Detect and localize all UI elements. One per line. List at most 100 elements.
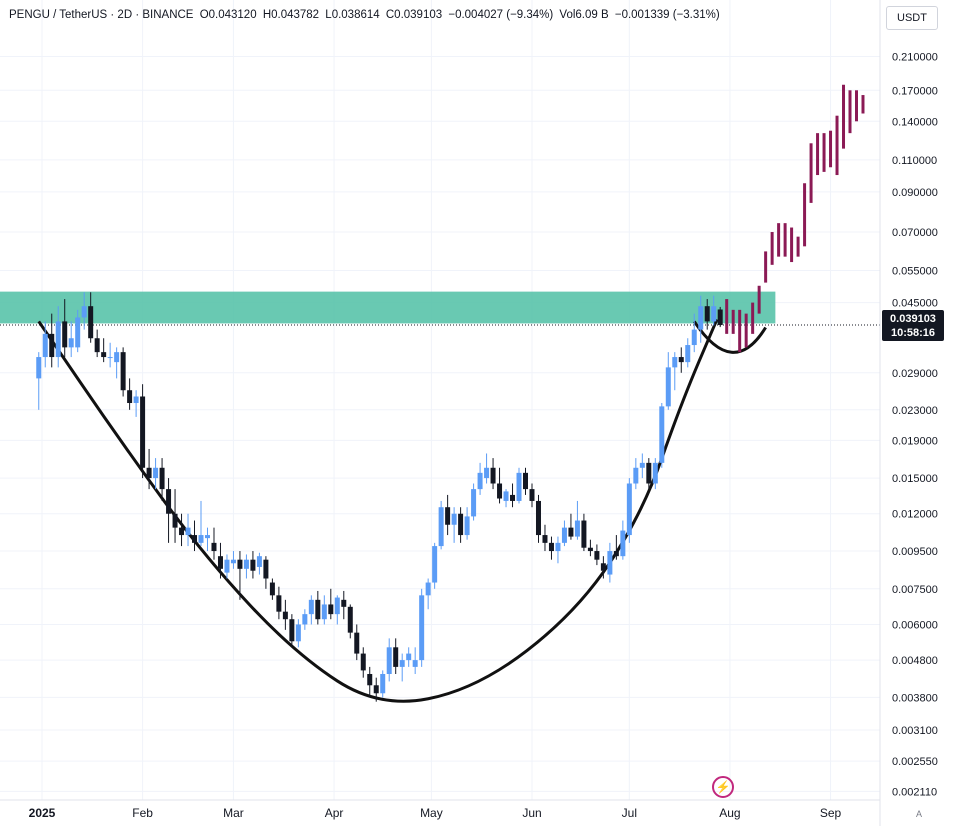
candle-body [289,619,295,642]
price-tick-label: 0.023000 [892,405,938,417]
candle-body [587,547,593,552]
time-axis[interactable]: 2025 Feb Mar Apr May Jun Jul Aug Sep [0,799,880,820]
ohlc-open: O0.043120 [199,9,257,21]
candle-body [367,673,373,686]
price-tick-label: 0.019000 [892,435,938,447]
candle-body [451,513,457,525]
price-tick-label: 0.210000 [892,52,938,64]
time-tick-label: Mar [223,806,244,820]
time-tick-label: Apr [325,806,344,820]
candle-body [510,494,516,501]
candle-body [484,467,490,479]
lightning-icon[interactable]: ⚡ [712,776,734,798]
candle-body [133,396,139,404]
candle-body [101,352,107,358]
price-tick-label: 0.012000 [892,509,938,521]
candle-body [114,352,120,363]
symbol-name[interactable]: PENGU / TetherUS · 2D · BINANCE [9,9,194,21]
candle-body [626,483,632,536]
price-tick-label: 0.009500 [892,546,938,558]
price-tick-label: 0.003100 [892,725,938,737]
price-tick-label: 0.007500 [892,584,938,596]
price-tick-label: 0.004800 [892,655,938,667]
candle-body [94,338,100,353]
candle-body [282,611,288,620]
candle-body [308,599,314,615]
candle-body [665,367,671,407]
candle-body [328,604,334,615]
candle-body [652,462,658,484]
candle-body [406,653,412,661]
candle-body [42,333,48,358]
candle-body [256,556,262,567]
candle-body [36,357,42,379]
candle-body [685,345,691,363]
candle-body [691,329,697,346]
candle-body [432,546,438,583]
candle-body [548,542,554,552]
candle-body [581,520,587,548]
candle-body [302,614,308,625]
candle-body [574,520,580,537]
candle-body [263,559,269,579]
price-tick-label: 0.045000 [892,298,938,310]
candle-body [179,527,185,536]
candle-body [250,559,256,571]
price-change: −0.004027 (−9.34%) [448,9,554,21]
candle-body [107,357,113,359]
candle-body [594,551,600,560]
candle-body [269,582,275,596]
candle-body [555,542,561,552]
candle-body [380,673,386,694]
ohlc-close: C0.039103 [385,9,443,21]
candle-body [523,472,529,490]
price-tick-label: 0.006000 [892,619,938,631]
candle-body [497,483,503,499]
ohlc-high: H0.043782 [262,9,320,21]
candle-body [516,472,522,501]
candle-body [347,606,353,633]
candle-body [412,660,418,667]
time-tick-label: Feb [132,806,153,820]
candle-body [425,582,431,596]
cup-curve [37,318,719,703]
candle-body [464,516,470,536]
candle-body [334,597,340,615]
candle-body [561,527,567,543]
candle-body [62,321,68,348]
currency-button[interactable]: USDT [886,6,938,30]
candle-body [211,542,217,552]
candle-body [49,333,55,358]
time-tick-label: 2025 [29,806,56,820]
candle-body [217,556,223,569]
candle-body [88,306,94,339]
candle-body [613,551,619,557]
price-tick-label: 0.002550 [892,756,938,768]
candle-body [704,306,710,322]
candle-body [535,500,541,536]
candle-body [230,559,236,564]
candle-body [55,321,61,358]
candle-body [185,527,191,536]
candle-body [373,685,379,694]
candle-body [393,647,399,667]
candle-body [438,507,444,547]
auto-scale-button[interactable]: A [915,809,922,819]
candle-body [192,535,198,543]
candle-body [127,390,133,404]
price-tick-label: 0.003800 [892,692,938,704]
candle-body [159,467,165,490]
price-tick-label: 0.110000 [892,155,937,167]
price-axis[interactable]: 0.210000 0.170000 0.140000 0.110000 0.090000… [879,0,938,826]
candle-body [120,352,126,391]
price-tick-label: 0.002110 [892,786,937,798]
candle-body [75,317,81,348]
candle-body [166,489,172,514]
candle-body [607,551,613,575]
price-tick-label: 0.029000 [892,368,938,380]
price-tick-label: 0.055000 [892,266,938,278]
candle-body [243,559,249,569]
symbol-header: PENGU / TetherUS · 2D · BINANCE O0.04312… [9,9,723,21]
candle-body [204,535,210,539]
